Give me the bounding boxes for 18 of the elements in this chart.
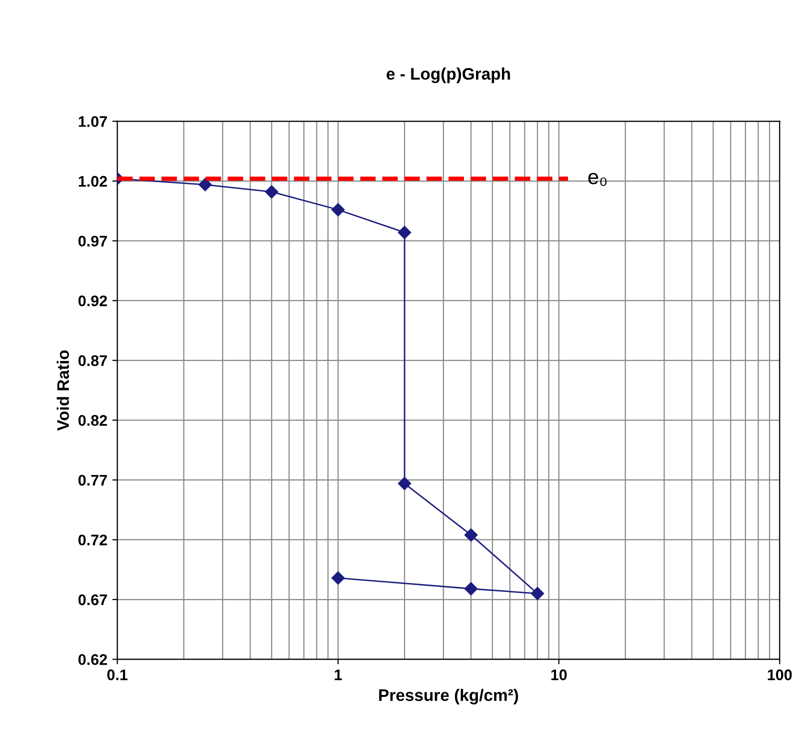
y-axis-title: Void Ratio	[56, 350, 69, 431]
y-tick-label: 0.92	[78, 295, 107, 306]
y-tick-label: 0.72	[78, 534, 107, 546]
series-label: e₀	[588, 172, 607, 186]
y-tick-label: 0.62	[78, 654, 107, 665]
x-tick-label: 0.1	[107, 669, 128, 680]
y-tick-label: 0.97	[78, 236, 107, 247]
y-tick-label: 1.02	[78, 176, 107, 187]
x-tick-label: 1	[334, 670, 342, 680]
y-tick-label: 0.77	[78, 474, 107, 486]
y-tick-label: 0.87	[78, 355, 107, 366]
y-tick-label: 0.67	[78, 594, 107, 606]
x-tick-label: 10	[551, 669, 567, 680]
x-axis-title: Pressure (kg/cm²)	[379, 688, 518, 704]
y-tick-label: 1.07	[78, 116, 107, 127]
chart-title: e - Log(p)Graph	[386, 68, 510, 84]
y-tick-label: 0.82	[78, 415, 107, 426]
x-tick-label: 100	[768, 669, 792, 680]
